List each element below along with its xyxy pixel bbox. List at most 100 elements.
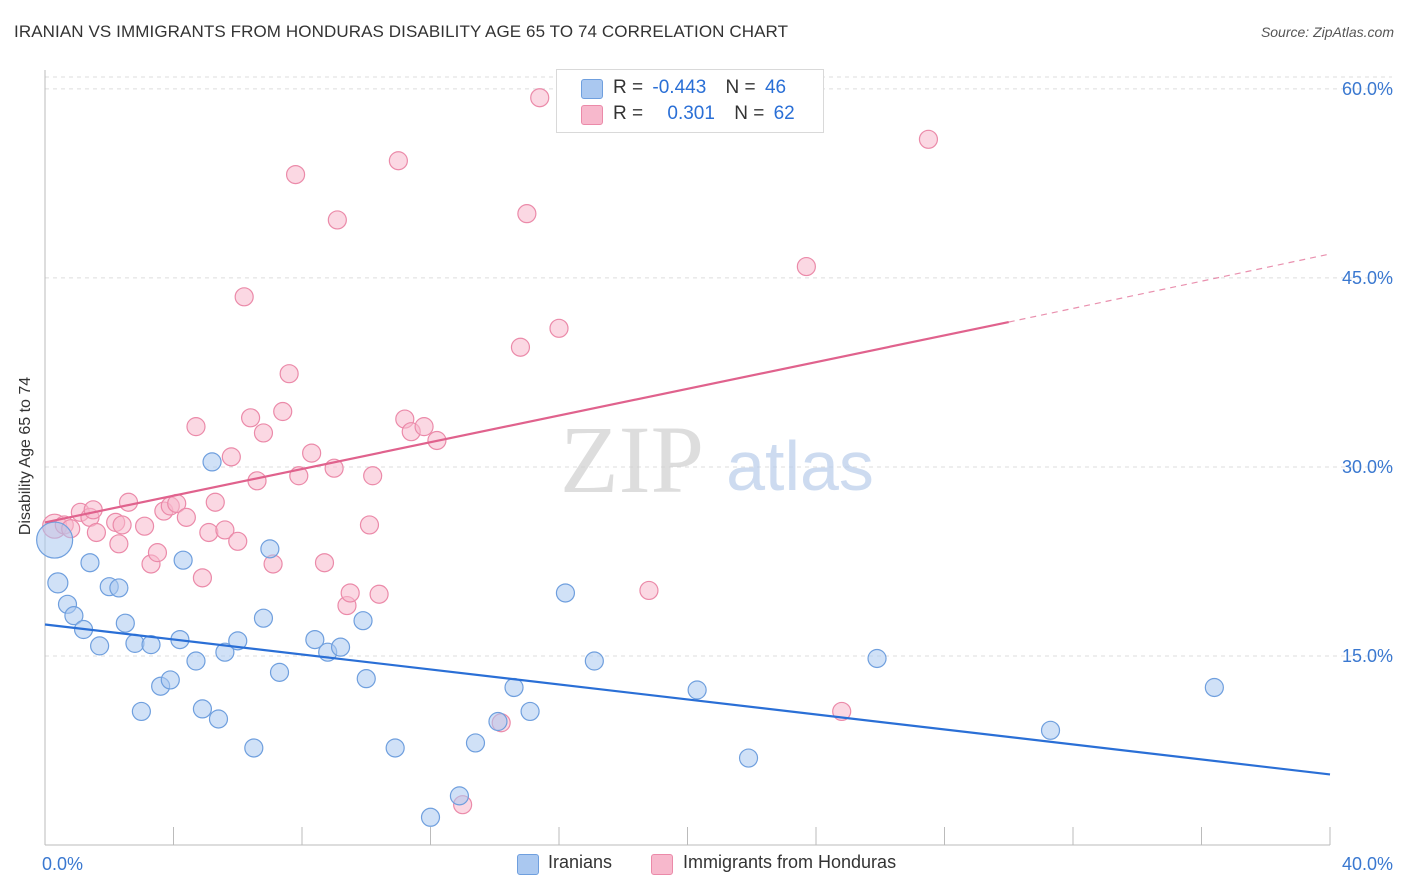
point-iranians: [202, 452, 222, 472]
point-honduras: [639, 580, 659, 601]
point-iranians: [449, 786, 470, 806]
point-iranians: [356, 669, 376, 689]
legend-row-honduras: R = 0.301 N = 62: [613, 102, 795, 126]
n-label: N =: [734, 103, 765, 124]
point-honduras: [228, 531, 248, 551]
r-value: 0.301: [667, 103, 715, 124]
point-iranians: [36, 521, 74, 559]
point-honduras: [215, 520, 235, 540]
point-honduras: [221, 447, 241, 467]
n-value: 46: [764, 77, 787, 98]
chart-title: IRANIAN VS IMMIGRANTS FROM HONDURAS DISA…: [14, 22, 789, 41]
point-iranians: [330, 637, 351, 657]
point-honduras: [199, 522, 219, 543]
watermark: ZIP atlas: [560, 406, 874, 513]
y-tick-label: 30.0%: [1342, 457, 1393, 477]
y-tick-label: 15.0%: [1342, 646, 1393, 666]
point-honduras: [109, 534, 129, 554]
point-honduras: [205, 492, 225, 512]
point-honduras: [186, 417, 206, 437]
point-honduras: [517, 204, 537, 224]
n-label: N =: [725, 77, 756, 98]
point-honduras: [118, 492, 139, 512]
legend-swatch-honduras-bottom: [651, 854, 673, 875]
point-iranians: [80, 553, 100, 573]
point-iranians: [47, 572, 69, 594]
point-honduras: [918, 129, 939, 149]
point-iranians: [125, 633, 145, 653]
point-honduras: [86, 522, 107, 543]
point-honduras: [549, 318, 569, 338]
point-iranians: [186, 651, 206, 671]
point-iranians: [253, 608, 274, 628]
data-points: [36, 88, 1224, 827]
point-iranians: [173, 550, 193, 570]
point-honduras: [253, 423, 274, 443]
point-iranians: [420, 807, 441, 827]
point-honduras: [83, 500, 103, 520]
point-honduras: [241, 408, 261, 428]
point-iranians: [269, 662, 290, 682]
point-honduras: [327, 210, 347, 230]
source-label: Source: ZipAtlas.com: [1260, 24, 1394, 40]
point-iranians: [260, 539, 280, 559]
point-honduras: [273, 401, 293, 422]
point-iranians: [141, 635, 161, 655]
point-iranians: [465, 733, 486, 753]
point-iranians: [584, 651, 604, 671]
y-tick-label: 45.0%: [1342, 268, 1393, 288]
point-honduras: [112, 515, 132, 535]
point-honduras: [363, 466, 383, 486]
point-iranians: [1204, 677, 1224, 698]
x-tick-label: 0.0%: [42, 854, 83, 874]
point-iranians: [90, 636, 110, 656]
legend-label-iranians: Iranians: [548, 852, 613, 872]
trend-line-honduras: [44, 320, 1009, 524]
point-iranians: [160, 670, 180, 690]
trend-line-honduras-extension: [1008, 253, 1331, 323]
r-label: R =: [613, 103, 644, 124]
point-honduras: [796, 256, 816, 277]
grid-lines: [45, 76, 1392, 657]
point-iranians: [1040, 720, 1061, 740]
r-value: -0.443: [652, 77, 707, 98]
point-honduras: [530, 88, 550, 108]
point-iranians: [385, 738, 405, 758]
trend-lines: [44, 253, 1331, 776]
y-tick-label: 60.0%: [1342, 79, 1393, 99]
point-iranians: [555, 583, 576, 603]
legend-swatch-iranians-bottom: [517, 854, 539, 875]
point-honduras: [302, 443, 322, 463]
point-honduras: [510, 337, 531, 357]
watermark-zip: ZIP: [560, 406, 704, 513]
point-iranians: [520, 701, 540, 722]
point-honduras: [134, 516, 155, 536]
n-value: 62: [773, 103, 795, 124]
point-iranians: [131, 701, 151, 722]
point-iranians: [244, 738, 264, 758]
point-iranians: [738, 748, 759, 768]
point-honduras: [192, 568, 213, 588]
point-iranians: [488, 711, 508, 732]
trend-line-iranians: [44, 623, 1331, 776]
point-honduras: [369, 584, 389, 604]
watermark-atlas: atlas: [726, 427, 874, 505]
point-honduras: [314, 553, 335, 573]
stats-legend: R = -0.443 N = 46 R = 0.301 N = 62: [556, 69, 824, 133]
point-iranians: [504, 677, 524, 698]
point-honduras: [247, 471, 267, 491]
point-honduras: [176, 507, 196, 527]
point-iranians: [867, 648, 887, 669]
r-label: R =: [613, 77, 644, 98]
legend-label-honduras: Immigrants from Honduras: [683, 852, 897, 872]
point-iranians: [215, 642, 235, 662]
tick-labels: 15.0% 30.0% 45.0% 60.0% 0.0% 40.0%: [42, 79, 1393, 874]
axes: [44, 70, 1331, 846]
point-honduras: [414, 417, 434, 437]
point-honduras: [359, 515, 380, 535]
y-axis-label: Disability Age 65 to 74: [17, 376, 34, 536]
point-iranians: [109, 578, 129, 598]
point-honduras: [234, 287, 254, 307]
point-iranians: [353, 611, 373, 631]
